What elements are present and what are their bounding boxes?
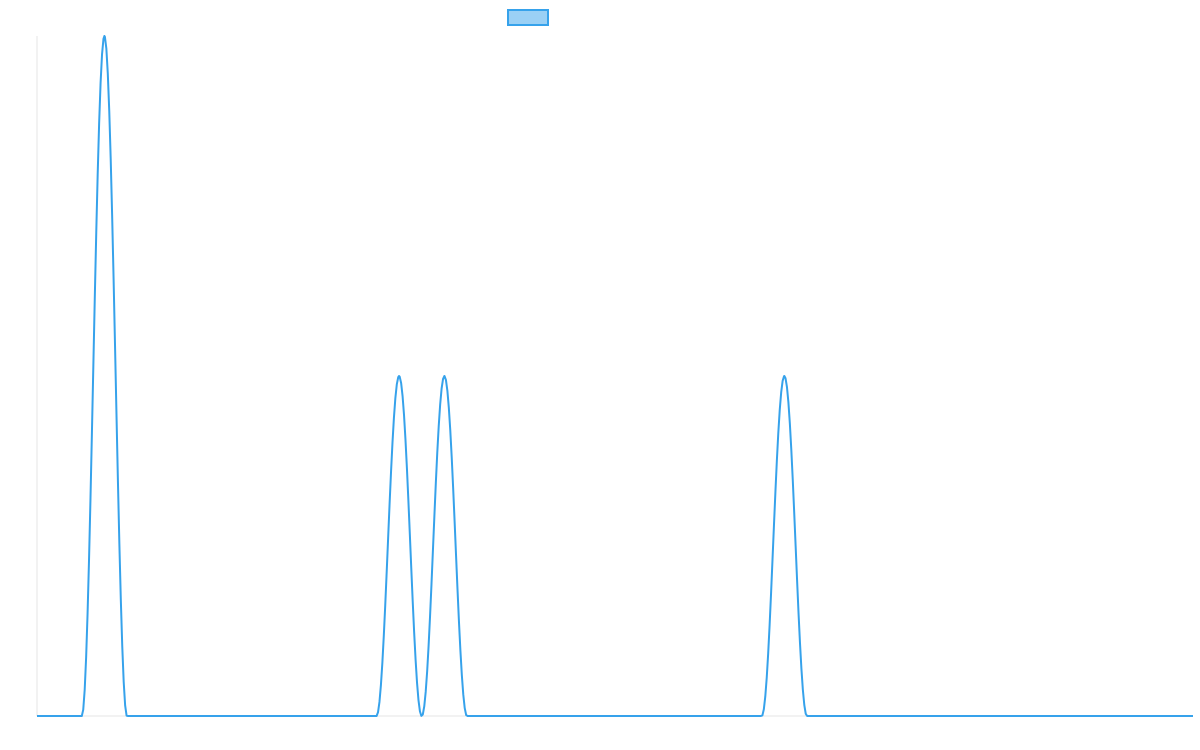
legend[interactable] — [507, 9, 549, 26]
legend-swatch-0[interactable] — [507, 9, 549, 26]
series-line-0 — [37, 35, 1193, 717]
axes — [36, 36, 1193, 717]
series-layer — [37, 35, 1193, 717]
